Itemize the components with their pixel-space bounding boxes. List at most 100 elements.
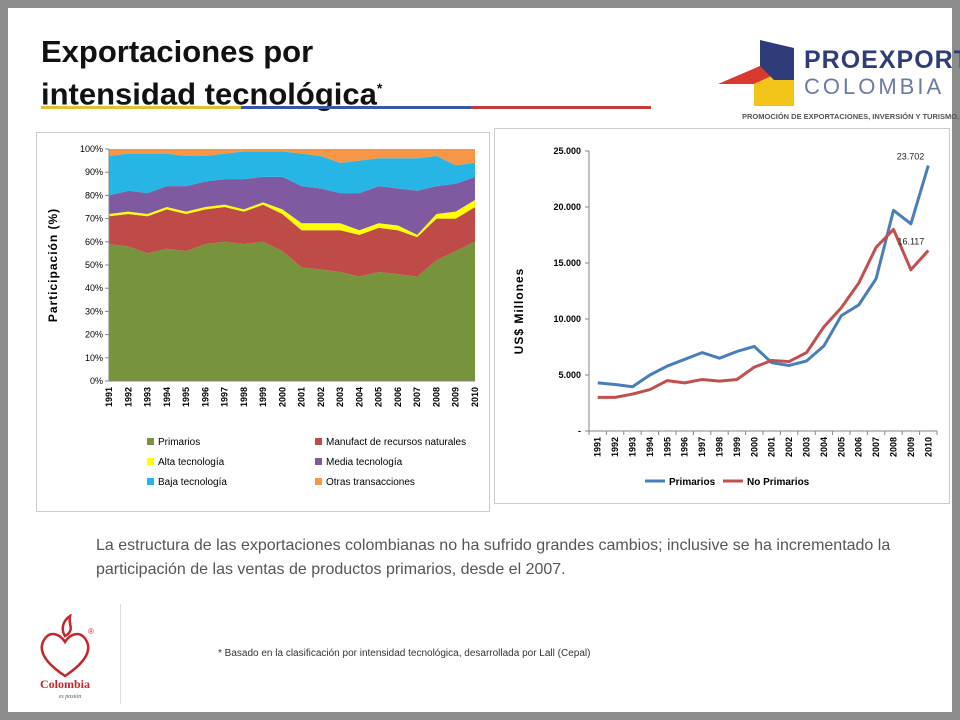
- y-tick-label-4: 40%: [85, 283, 103, 293]
- x-tick-label-6: 1997: [697, 437, 707, 457]
- area-series-0: [109, 241, 475, 381]
- x-tick-label-6: 1997: [220, 387, 230, 407]
- y-tick-label-9: 90%: [85, 167, 103, 177]
- x-tick-label-2: 1993: [143, 387, 153, 407]
- x-tick-label-0: 1991: [593, 437, 603, 457]
- y-tick-label-6: 60%: [85, 237, 103, 247]
- colombia-heart-icon: ® Colombia es pasión: [40, 613, 94, 700]
- share-by-technology-chart: 0% 10% 20% 30% 40% 50% 60% 70% 80% 90% 100% 1991 199…: [36, 132, 490, 512]
- proexport-logo: PROEXPORT COLOMBIA PROMOCIÓN DE EXPORTAC…: [716, 36, 960, 128]
- title-line-1: Exportaciones por: [41, 34, 314, 69]
- x-tick-label-10: 2001: [297, 387, 307, 407]
- x-tick-label-11: 2002: [784, 437, 794, 457]
- area-series-3: [109, 176, 475, 235]
- logo-country: COLOMBIA: [804, 74, 945, 99]
- logo-name: PROEXPORT: [804, 46, 960, 74]
- logo-tagline: PROMOCIÓN DE EXPORTACIONES, INVERSIÓN Y …: [742, 112, 960, 121]
- proexport-logo-mark: [718, 40, 794, 106]
- y-tick-label-7: 70%: [85, 214, 103, 224]
- x-tick-label-9: 2000: [277, 387, 287, 407]
- x-tick-label-5: 1996: [680, 437, 690, 457]
- y-tick-label-2: 10.000: [553, 314, 581, 324]
- line-series-1: [597, 227, 930, 399]
- sidebar-divider: [120, 604, 121, 704]
- x-tick-label-13: 2004: [354, 387, 364, 407]
- legend-label-4: Baja tecnología: [158, 477, 227, 488]
- x-tick-label-8: 1999: [732, 437, 742, 457]
- x-tick-label-17: 2008: [889, 437, 899, 457]
- area-series-1: [109, 204, 475, 277]
- x-tick-label-14: 2005: [374, 387, 384, 407]
- legend-label-1: No Primarios: [747, 477, 810, 488]
- slide-title: Exportaciones por intensidad tecnológica…: [41, 34, 382, 112]
- x-tick-label-15: 2006: [393, 387, 403, 407]
- logo-blue-shape: [760, 40, 794, 66]
- x-tick-label-19: 2010: [470, 387, 480, 407]
- colombia-registered-mark: ®: [88, 627, 94, 636]
- x-tick-label-5: 1996: [200, 387, 210, 407]
- x-tick-label-17: 2008: [431, 387, 441, 407]
- body-text: La estructura de las exportaciones colom…: [96, 537, 891, 578]
- x-tick-label-3: 1994: [162, 387, 172, 407]
- y-tick-label-0: 0%: [90, 376, 103, 386]
- colombia-brand-logo: ® Colombia es pasión: [26, 613, 104, 702]
- legend-label-1: Manufact de recursos naturales: [326, 437, 466, 448]
- x-tick-label-1: 1992: [610, 437, 620, 457]
- x-tick-label-9: 2000: [749, 437, 759, 457]
- end-value-label-0: 23.702: [897, 152, 925, 162]
- y-axis-title: US$ Millones: [512, 268, 526, 355]
- end-value-label-1: 16.117: [897, 236, 924, 246]
- y-tick-label-0: -: [578, 426, 581, 436]
- x-tick-label-19: 2010: [923, 437, 933, 457]
- y-tick-label-4: 20.000: [553, 202, 581, 212]
- x-tick-label-7: 1998: [239, 387, 249, 407]
- title-underline: [41, 106, 651, 109]
- x-tick-label-2: 1993: [628, 437, 638, 457]
- x-tick-label-10: 2001: [767, 437, 777, 457]
- x-tick-label-13: 2004: [819, 437, 829, 457]
- share-chart-svg: 0% 10% 20% 30% 40% 50% 60% 70% 80% 90% 100% 1991 199…: [46, 144, 480, 488]
- y-tick-label-5: 25.000: [553, 146, 581, 156]
- area-series-2: [109, 200, 475, 238]
- legend-swatch-3: [315, 458, 322, 465]
- x-tick-label-0: 1991: [104, 387, 114, 407]
- slide: Exportaciones por intensidad tecnológica…: [8, 8, 960, 712]
- y-tick-label-3: 15.000: [553, 258, 581, 268]
- x-tick-label-8: 1999: [258, 387, 268, 407]
- footnote: * Basado en la clasificación por intensi…: [218, 648, 591, 659]
- legend-swatch-0: [147, 438, 154, 445]
- legend-label-2: Alta tecnología: [158, 457, 225, 468]
- x-tick-label-12: 2003: [802, 437, 812, 457]
- title-underline-blue: [241, 106, 471, 109]
- area-series-4: [109, 151, 475, 196]
- x-tick-label-15: 2006: [854, 437, 864, 457]
- x-tick-label-18: 2009: [451, 387, 461, 407]
- x-tick-label-16: 2007: [412, 387, 422, 407]
- x-tick-label-12: 2003: [335, 387, 345, 407]
- x-tick-label-4: 1995: [181, 387, 191, 407]
- legend-swatch-1: [315, 438, 322, 445]
- x-tick-label-3: 1994: [645, 437, 655, 457]
- value-chart-svg: - 5.000 10.000 15.000 20.000 25.000 1991 1992 19…: [512, 146, 938, 488]
- x-tick-label-18: 2009: [906, 437, 916, 457]
- x-tick-label-14: 2005: [836, 437, 846, 457]
- legend-label-5: Otras transacciones: [326, 477, 415, 488]
- heart-flame-icon: [40, 613, 90, 678]
- y-tick-label-2: 20%: [85, 330, 103, 340]
- y-tick-label-10: 100%: [80, 144, 103, 154]
- legend-swatch-2: [147, 458, 154, 465]
- legend-label-3: Media tecnología: [326, 457, 403, 468]
- area-series-5: [109, 149, 475, 166]
- x-tick-label-11: 2002: [316, 387, 326, 407]
- title-underline-red: [471, 106, 651, 109]
- line-series-0: [597, 165, 930, 389]
- legend-label-0: Primarios: [669, 477, 716, 488]
- title-asterisk: *: [376, 80, 383, 96]
- title-line-2: intensidad tecnológica: [41, 76, 377, 112]
- colombia-subtitle: es pasión: [59, 694, 82, 700]
- x-tick-label-16: 2007: [871, 437, 881, 457]
- legend-label-0: Primarios: [158, 437, 200, 448]
- legend-swatch-5: [315, 478, 322, 485]
- y-tick-label-5: 50%: [85, 260, 103, 270]
- y-tick-label-1: 10%: [85, 353, 103, 363]
